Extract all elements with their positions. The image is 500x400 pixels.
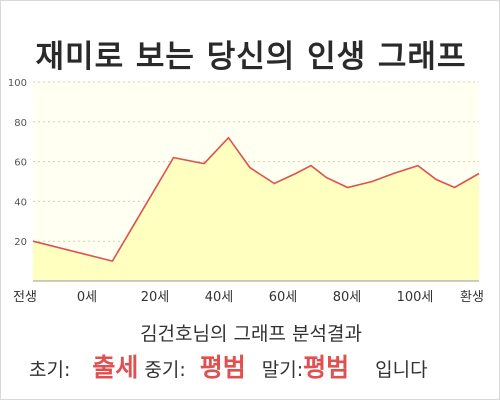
x-axis: 전생 0세 20세 40세 60세 80세 100세 환생 bbox=[13, 280, 484, 305]
result-summary: 초기: 출세 중기: 평범 말기: 평범 입니다 bbox=[29, 348, 489, 384]
x-tick-label: 전생 bbox=[13, 290, 37, 305]
result-title: 김건호님의 그래프 분석결과 bbox=[140, 323, 362, 345]
series-line bbox=[32, 136, 480, 263]
x-tick-label: 40세 bbox=[205, 290, 234, 305]
y-tick-label: 100 bbox=[8, 78, 27, 89]
x-tick-label: 환생 bbox=[460, 290, 484, 305]
x-tick-label: 100세 bbox=[397, 290, 434, 305]
y-axis: 20 40 60 80 100 bbox=[8, 78, 27, 248]
x-tick-label: 0세 bbox=[77, 290, 97, 305]
y-tick-label: 40 bbox=[14, 197, 27, 208]
late-verdict: 평범 bbox=[303, 353, 350, 382]
series-area bbox=[33, 137, 479, 281]
mid-label: 중기: bbox=[144, 359, 186, 381]
page-title: 재미로 보는 당신의 인생 그래프 bbox=[35, 39, 467, 75]
early-label: 초기: bbox=[29, 359, 71, 381]
x-tick-label: 20세 bbox=[141, 290, 170, 305]
x-tick-label: 80세 bbox=[333, 290, 362, 305]
y-tick-label: 60 bbox=[14, 158, 27, 169]
x-tick-label: 60세 bbox=[269, 290, 298, 305]
late-label: 말기: bbox=[261, 359, 304, 381]
result-suffix: 입니다 bbox=[375, 359, 428, 381]
life-graph-chart: 20 40 60 80 100 전생 0세 20세 40세 60세 80세 100세 환생 bbox=[8, 78, 484, 305]
y-tick-label: 80 bbox=[14, 118, 27, 129]
mid-verdict: 평범 bbox=[199, 353, 246, 382]
y-tick-label: 20 bbox=[14, 237, 27, 248]
early-verdict: 출세 bbox=[92, 353, 139, 382]
